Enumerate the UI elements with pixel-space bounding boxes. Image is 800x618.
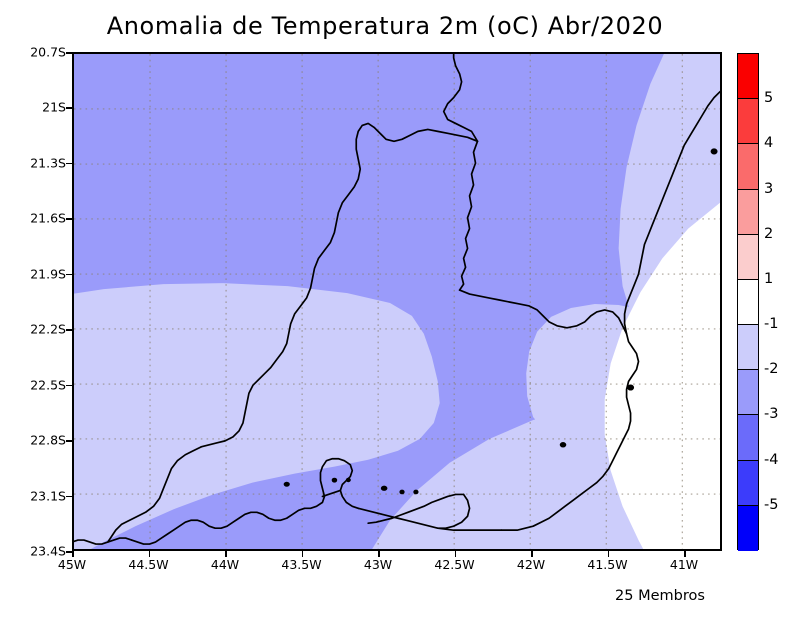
colorbar-band [738,460,758,506]
x-tick-mark [225,551,227,557]
lagoon-araruama [367,493,465,525]
colorbar-band [738,54,758,100]
y-tick-label: 21.3S [30,155,66,171]
coastline-angra [130,507,306,545]
x-tick-mark [607,551,609,557]
island-f [283,481,290,487]
x-tick-label: 43.5W [281,557,322,572]
y-tick-mark [66,551,72,553]
state-border-northwest [200,122,479,448]
coastline-southwest [74,537,133,545]
y-tick-label: 22.5S [30,377,66,393]
colorbar-band [738,279,758,326]
y-tick-label: 23.1S [30,488,66,504]
y-tick-label: 22.8S [30,432,66,448]
x-tick-label: 44.5W [128,557,169,572]
colorbar-band [738,325,758,371]
colorbar-tick-label: -1 [764,316,779,333]
colorbar-tick-label: 2 [764,225,774,242]
y-tick-label: 21.6S [30,210,66,226]
x-tick-mark [378,551,380,557]
y-tick-label: 20.7S [30,44,66,60]
colorbar-tick-label: 4 [764,135,774,152]
lagoon-araruama-south [436,493,471,530]
state-border-southwest [106,445,203,543]
island-d [331,477,338,483]
colorbar-band [738,189,758,235]
coastline-east [500,90,720,531]
colorbar-band [738,505,758,551]
y-tick-mark [66,273,72,276]
page-title: Anomalia de Temperatura 2m (oC) Abr/2020 [106,12,664,40]
x-tick-mark [72,551,74,557]
colorbar-tick-label: -5 [764,496,779,513]
colorbar-tick-label: 3 [764,180,774,197]
y-tick-mark [66,218,72,220]
colorbar-band [738,99,758,145]
coastline-cabo-frio [357,507,503,531]
colorbar-band [738,370,758,416]
y-tick-mark [66,52,72,54]
y-tick-label: 21.9S [30,266,66,282]
x-tick-mark [684,551,686,557]
colorbar-band [738,415,758,461]
y-tick-mark [66,162,72,165]
y-tick-label: 21S [42,99,66,115]
x-tick-label: 42W [516,557,546,572]
x-tick-mark [454,551,456,557]
island-e [345,477,351,483]
island-b [399,489,405,495]
island-i [710,148,718,155]
colorbar-tick-label: 1 [764,270,774,287]
x-tick-mark [148,551,150,557]
colorbar-band [738,144,758,190]
island-g [627,384,635,391]
coastline-guanabara [303,457,360,510]
x-tick-label: 42.5W [434,557,475,572]
x-tick-label: 41W [669,557,699,572]
y-tick-mark [66,329,72,331]
bay-guanabara-inner [321,489,342,498]
y-tick-mark [66,440,72,442]
gridlines [74,54,720,549]
state-border-east [458,289,628,335]
x-tick-label: 41.5W [587,557,628,572]
state-border-north [442,54,479,291]
map-plot-area[interactable] [72,52,722,551]
y-tick-label: 22.2S [30,321,66,337]
y-tick-label: 23.4S [30,543,66,559]
y-tick-mark [66,384,72,387]
colorbar-tick-label: -4 [764,451,779,468]
x-tick-label: 44W [210,557,240,572]
colorbar[interactable] [737,53,759,551]
x-tick-label: 43W [363,557,393,572]
colorbar-tick-label: -2 [764,361,779,378]
island-h [559,442,567,448]
y-tick-mark [66,495,72,498]
colorbar-tick-label: -3 [764,406,779,423]
y-tick-mark [66,107,72,109]
coastline-and-borders [74,54,720,545]
shade-band-neg1-pos1 [604,202,720,549]
footer-note: 25 Membros [615,588,705,604]
island-a [380,485,388,491]
x-tick-mark [531,551,533,557]
colorbar-band [738,234,758,280]
temperature-anomaly-map [74,54,720,549]
x-tick-label: 45W [57,557,87,572]
x-tick-mark [301,551,303,557]
island-c [413,489,419,495]
colorbar-tick-label: 5 [764,90,774,107]
